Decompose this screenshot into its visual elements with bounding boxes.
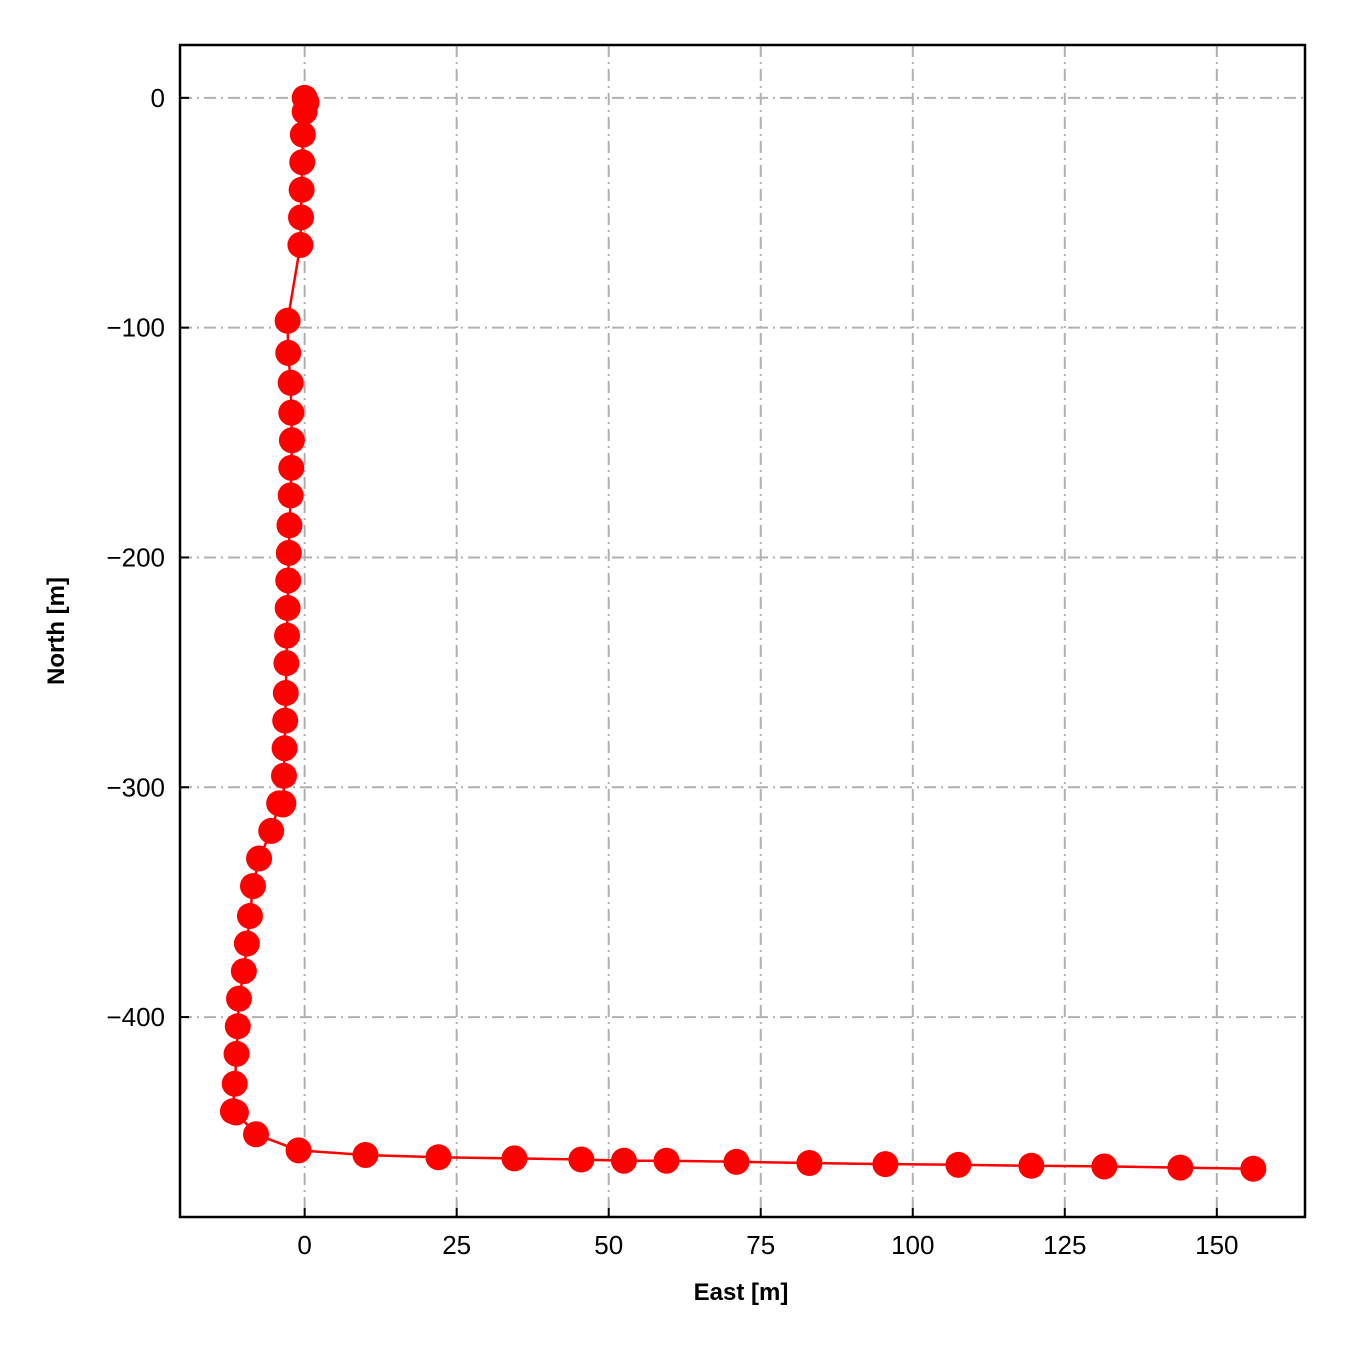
x-tick-label: 50 <box>594 1230 623 1260</box>
data-point <box>425 1144 452 1171</box>
data-point <box>289 121 316 148</box>
data-point <box>246 845 273 872</box>
y-axis: 0 −100 −200 −300 −400 <box>106 83 189 1032</box>
y-tick-label: −200 <box>106 542 165 572</box>
x-tick-label: 125 <box>1043 1230 1086 1260</box>
data-point <box>1167 1154 1194 1181</box>
plot-frame <box>178 43 1307 1219</box>
data-point <box>287 231 314 258</box>
data-point <box>276 512 303 539</box>
data-point <box>271 735 298 762</box>
y-tick-label: −300 <box>106 772 165 802</box>
data-point <box>289 149 316 176</box>
data-point <box>236 902 263 929</box>
data-point <box>239 873 266 900</box>
data-point <box>1240 1155 1267 1182</box>
data-point <box>275 539 302 566</box>
data-point <box>272 680 299 707</box>
data-point <box>222 1099 249 1126</box>
data-point <box>501 1145 528 1172</box>
y-tick-label: −100 <box>106 313 165 343</box>
data-point <box>274 622 301 649</box>
data-point <box>278 427 305 454</box>
data-point <box>266 790 293 817</box>
data-point <box>274 595 301 622</box>
data-point <box>1091 1153 1118 1180</box>
x-tick-label: 150 <box>1195 1230 1238 1260</box>
data-point <box>243 1121 270 1148</box>
data-point <box>653 1147 680 1174</box>
data-point <box>258 817 285 844</box>
y-axis-title: North [m] <box>43 577 70 685</box>
data-point <box>291 98 318 125</box>
data-point <box>278 399 305 426</box>
data-point <box>872 1151 899 1178</box>
data-point <box>275 567 302 594</box>
data-point <box>796 1149 823 1176</box>
data-point <box>275 339 302 366</box>
data-point <box>224 1013 251 1040</box>
data-point <box>945 1151 972 1178</box>
data-point <box>277 482 304 509</box>
data-point <box>223 1040 250 1067</box>
data-point <box>272 707 299 734</box>
grid-lines <box>180 45 1305 1217</box>
data-point <box>277 369 304 396</box>
data-point <box>723 1148 750 1175</box>
data-point <box>233 930 260 957</box>
x-axis-title: East [m] <box>694 1279 789 1306</box>
data-point <box>568 1146 595 1173</box>
data-point <box>221 1070 248 1097</box>
data-point <box>230 958 257 985</box>
x-tick-label: 25 <box>442 1230 471 1260</box>
data-point <box>1018 1152 1045 1179</box>
data-point <box>270 762 297 789</box>
y-tick-label: −400 <box>106 1002 165 1032</box>
x-tick-label: 100 <box>891 1230 934 1260</box>
y-tick-label: 0 <box>151 83 165 113</box>
data-point <box>274 307 301 334</box>
data-point <box>288 204 315 231</box>
x-axis: 0 25 50 75 100 125 150 <box>297 1208 1239 1260</box>
data-point <box>352 1141 379 1168</box>
data-point <box>225 985 252 1012</box>
x-tick-label: 75 <box>746 1230 775 1260</box>
x-tick-label: 0 <box>297 1230 311 1260</box>
data-point <box>278 454 305 481</box>
data-point <box>273 650 300 677</box>
data-point <box>285 1137 312 1164</box>
axes-frame <box>178 43 1307 1219</box>
data-point <box>288 176 315 203</box>
data-point <box>610 1147 637 1174</box>
plot-area <box>219 84 1267 1182</box>
